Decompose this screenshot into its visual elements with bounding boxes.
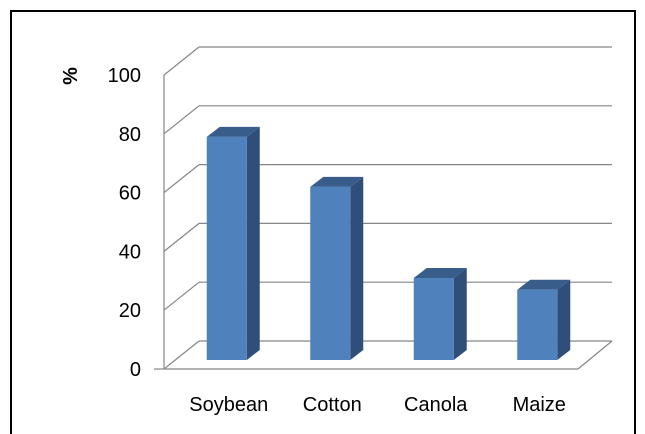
bar-canola-top	[413, 267, 467, 278]
x-tick-label-maize: Maize	[513, 394, 566, 416]
gridline-100	[163, 46, 612, 76]
y-tick-label-60: 60	[119, 183, 141, 205]
bar-canola-front	[413, 277, 454, 360]
y-axis-tick-labels: 0 20 40 60 80 100	[108, 65, 141, 381]
floor-edge	[577, 340, 613, 370]
x-tick-label-soybean: Soybean	[189, 394, 268, 416]
gridline-60	[163, 164, 612, 194]
y-axis-label: %	[60, 67, 82, 85]
chart-frame	[10, 10, 636, 434]
bar-soybean-top	[206, 126, 260, 137]
bar-maize-front	[517, 289, 558, 360]
bars	[206, 126, 571, 360]
bar-maize-side	[557, 279, 571, 360]
gridline-80	[163, 105, 612, 135]
bar-soybean	[206, 126, 260, 360]
gridline-40	[163, 222, 612, 252]
bar-maize	[517, 279, 571, 360]
y-tick-label-0: 0	[130, 359, 141, 381]
bar-cotton-front	[310, 186, 351, 360]
bar-cotton-side	[350, 176, 364, 360]
x-tick-label-canola: Canola	[404, 394, 468, 416]
bar-canola	[413, 267, 467, 360]
bar-soybean-front	[206, 136, 247, 360]
gridlines	[154, 46, 613, 370]
x-tick-label-cotton: Cotton	[303, 394, 362, 416]
bar-maize-top	[517, 279, 571, 290]
bar-canola-side	[453, 267, 467, 360]
x-axis-tick-labels: Soybean Cotton Canola Maize	[189, 394, 566, 416]
bar-cotton-top	[310, 176, 364, 187]
y-tick-label-80: 80	[119, 124, 141, 146]
y-tick-label-20: 20	[119, 300, 141, 322]
bar-cotton	[310, 176, 364, 360]
y-tick-label-100: 100	[108, 65, 141, 87]
y-tick-label-40: 40	[119, 241, 141, 263]
bar-soybean-side	[246, 126, 260, 360]
